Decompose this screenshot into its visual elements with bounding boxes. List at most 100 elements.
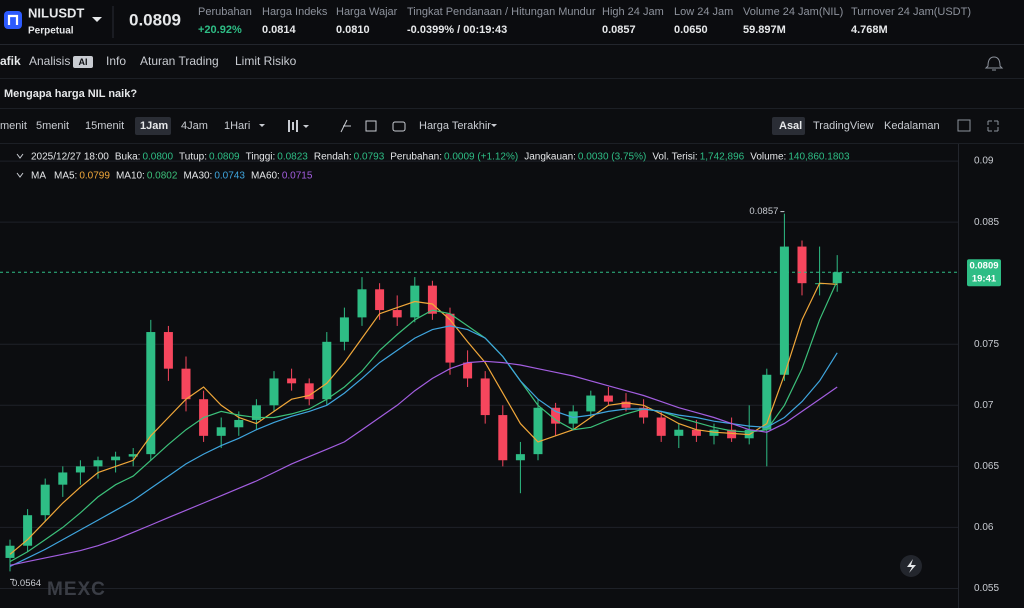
interval[interactable]: 1Hari bbox=[224, 120, 250, 132]
info-label: Volume: bbox=[750, 152, 786, 163]
stats: Perubahan +20.92% Harga Indeks 0.0814 Harga … bbox=[198, 6, 971, 36]
candle-body bbox=[392, 310, 402, 318]
last-price-label: 0.0809 bbox=[969, 261, 998, 272]
candle-body bbox=[427, 285, 437, 314]
y-tick-label: 0.085 bbox=[974, 217, 999, 228]
interval[interactable]: 1Jam bbox=[140, 120, 168, 132]
legend-name: MA5: bbox=[54, 171, 77, 182]
interval[interactable]: menit bbox=[0, 120, 27, 132]
tab[interactable]: Info bbox=[106, 54, 126, 68]
active-view-bg bbox=[772, 117, 805, 135]
panel-icon[interactable] bbox=[957, 119, 971, 132]
y-tick-label: 0.065 bbox=[974, 461, 999, 472]
toolbar: menit 5menit 15menit 1Jam 4Jam 1Hari Harga Ter… bbox=[0, 117, 940, 135]
last-price: 0.0809 bbox=[129, 10, 181, 29]
candle-body bbox=[586, 395, 596, 412]
tabs: afik Analisis Info Aturan Trading Limit Risi… bbox=[0, 54, 297, 68]
bell-icon[interactable] bbox=[984, 56, 1004, 71]
price-source[interactable]: Harga Terakhir bbox=[419, 120, 491, 132]
info-label: Jangkauan: bbox=[524, 152, 576, 163]
candle-body bbox=[375, 289, 385, 311]
active-interval-bg bbox=[135, 117, 171, 135]
info-value: 0.0793 bbox=[354, 152, 385, 163]
info-label: Tutup: bbox=[179, 152, 207, 163]
candle-body bbox=[674, 429, 684, 436]
stat-label: Low 24 Jam bbox=[674, 6, 733, 18]
info-label: Tinggi: bbox=[246, 152, 276, 163]
candle-type-icon[interactable] bbox=[288, 120, 298, 132]
indicator-icon[interactable] bbox=[340, 119, 351, 133]
symbol[interactable]: NILUSDT bbox=[28, 5, 84, 20]
question[interactable]: Mengapa harga NIL naik? bbox=[4, 88, 137, 100]
dropdown-caret[interactable] bbox=[303, 125, 309, 128]
fullscreen-icon[interactable] bbox=[987, 120, 999, 132]
candle-body bbox=[515, 454, 525, 461]
stat-value: -0.0399% / 00:19:43 bbox=[407, 24, 507, 36]
y-tick-label: 0.09 bbox=[974, 156, 994, 167]
candle-body bbox=[656, 417, 666, 436]
symbol-dropdown[interactable] bbox=[92, 17, 102, 22]
info-value: 1,742,896 bbox=[700, 152, 745, 163]
coin-icon bbox=[4, 11, 22, 29]
stat-label: Perubahan bbox=[198, 6, 252, 18]
layout-icon[interactable] bbox=[365, 120, 377, 132]
stat-value: 0.0810 bbox=[336, 24, 370, 36]
high-label: 0.0857 bbox=[749, 206, 778, 217]
stat-value: 0.0857 bbox=[602, 24, 636, 36]
ma-line bbox=[9, 280, 838, 563]
camera-icon[interactable] bbox=[392, 121, 406, 132]
candle-body bbox=[40, 484, 50, 516]
candle-body bbox=[603, 395, 613, 402]
stat-value: 0.0650 bbox=[674, 24, 708, 36]
candle-body bbox=[23, 515, 33, 546]
dropdown-caret[interactable] bbox=[259, 124, 265, 127]
candle-body bbox=[251, 405, 261, 420]
low-label: 0.0564 bbox=[12, 578, 41, 589]
tab[interactable]: Aturan Trading bbox=[140, 54, 219, 68]
tab[interactable]: Limit Risiko bbox=[235, 54, 297, 68]
candle-body bbox=[58, 472, 68, 485]
ma-line bbox=[9, 360, 838, 566]
ma-line bbox=[9, 282, 838, 555]
candle-body bbox=[463, 362, 473, 379]
interval[interactable]: 5menit bbox=[36, 120, 69, 132]
dropdown-caret[interactable] bbox=[491, 124, 497, 127]
view-option[interactable]: Kedalaman bbox=[884, 120, 940, 132]
candle-body bbox=[287, 378, 297, 384]
tab[interactable]: afik bbox=[0, 54, 21, 68]
legend-value: 0.0802 bbox=[147, 171, 178, 182]
legend-value: 0.0715 bbox=[282, 171, 313, 182]
tab[interactable]: Analisis bbox=[29, 54, 70, 68]
info-value: 0.0030 (3.75%) bbox=[578, 152, 646, 163]
candle-body bbox=[234, 419, 244, 428]
info-value: 0.0809 bbox=[209, 152, 240, 163]
stat-value: 0.0814 bbox=[262, 24, 297, 36]
info-label: Perubahan: bbox=[390, 152, 442, 163]
stat-label: Turnover 24 Jam(USDT) bbox=[851, 6, 971, 18]
y-tick-label: 0.055 bbox=[974, 583, 999, 594]
candle-body bbox=[797, 246, 807, 284]
ma-title: MA bbox=[31, 171, 46, 182]
candle-body bbox=[5, 545, 15, 558]
candle-body bbox=[621, 401, 631, 408]
watermark: MEXC bbox=[47, 579, 106, 600]
collapse-caret[interactable] bbox=[16, 153, 24, 159]
candle-body bbox=[639, 407, 649, 418]
interval[interactable]: 15menit bbox=[85, 120, 124, 132]
candle-body bbox=[445, 313, 455, 363]
interval[interactable]: 4Jam bbox=[181, 120, 208, 132]
top-bar bbox=[0, 0, 1024, 44]
legend-value: 0.0743 bbox=[214, 171, 245, 182]
candle-body bbox=[75, 466, 85, 473]
collapse-caret[interactable] bbox=[16, 172, 24, 178]
view-option[interactable]: TradingView bbox=[813, 120, 874, 132]
candle-body bbox=[322, 341, 332, 400]
candle-body bbox=[339, 317, 349, 342]
legend-name: MA10: bbox=[116, 171, 145, 182]
candle-body bbox=[304, 383, 314, 400]
view-option[interactable]: Asal bbox=[779, 120, 802, 132]
candle-body bbox=[498, 415, 508, 461]
info-value: 0.0009 (+1.12%) bbox=[444, 152, 518, 163]
